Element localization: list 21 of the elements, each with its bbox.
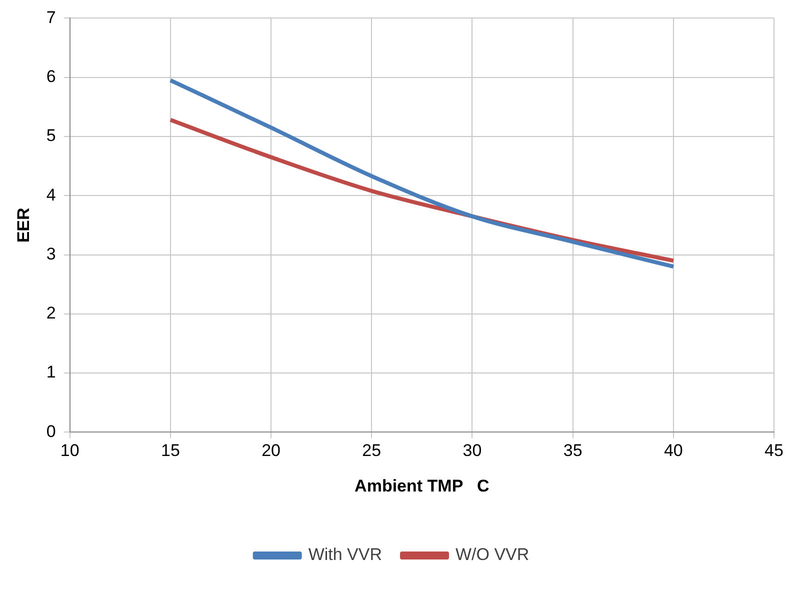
x-tick-label: 35	[563, 441, 582, 460]
y-tick-label: 7	[46, 8, 56, 27]
line-series	[168, 78, 676, 269]
x-tick-label: 10	[60, 441, 80, 460]
legend-label: With VVR	[308, 545, 382, 564]
y-tick-label: 2	[46, 304, 56, 323]
y-tick-label: 3	[46, 244, 56, 264]
x-tick-label: 45	[764, 441, 784, 460]
x-tick-label: 25	[362, 441, 382, 460]
x-axis-title: Ambient TMP C	[354, 476, 490, 496]
x-tick-label: 30	[462, 441, 482, 460]
y-tick-label: 1	[46, 362, 56, 382]
y-tick-label: 0	[46, 422, 56, 441]
x-tick-label: 40	[664, 441, 683, 460]
x-tick-label: 15	[160, 441, 180, 460]
y-axis-title: EER	[14, 208, 33, 243]
legend-label: W/O VVR	[456, 545, 530, 564]
x-tick-label: 20	[262, 441, 280, 460]
y-tick-label: 4	[46, 185, 56, 204]
y-tick-label: 5	[46, 126, 56, 146]
y-tick-label: 6	[46, 67, 56, 86]
